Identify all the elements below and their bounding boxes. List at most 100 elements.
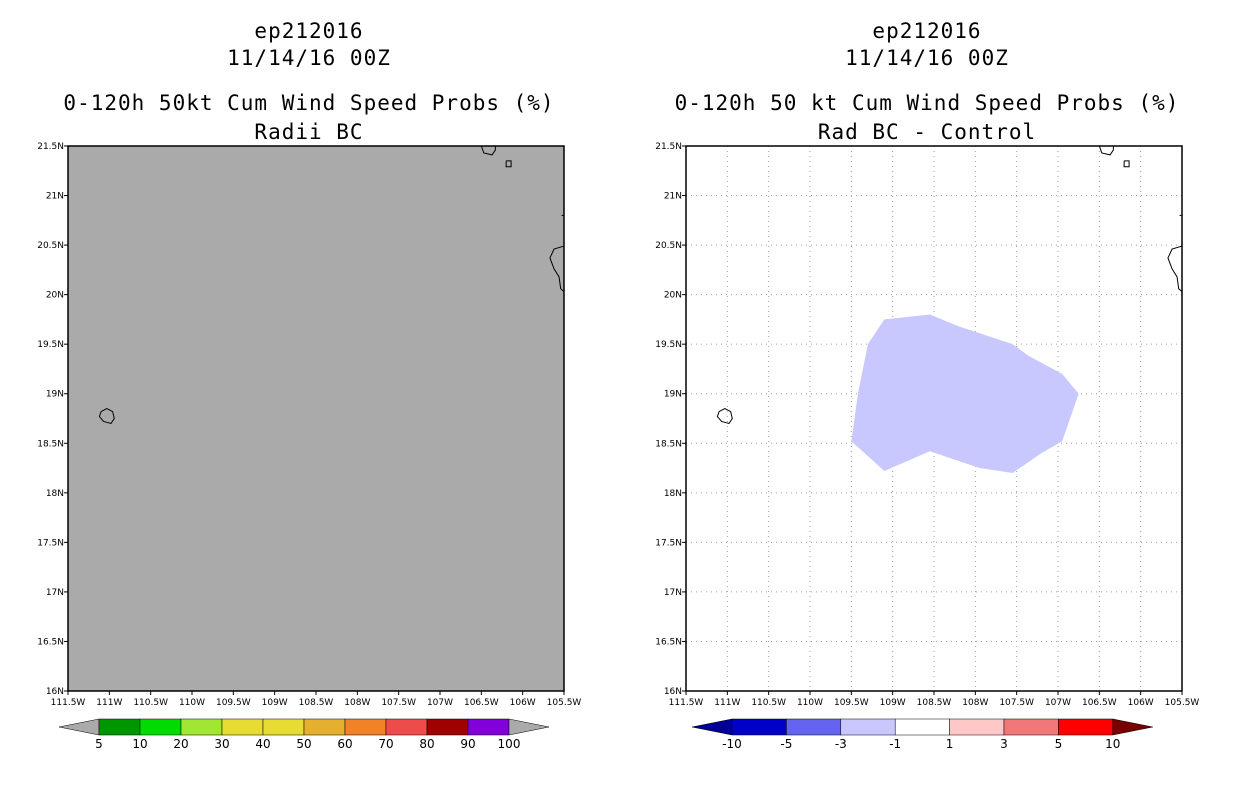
colorbar-segment: [731, 718, 787, 736]
colorbar-label: 10: [1105, 737, 1120, 751]
panel-subtitle: Radii BC: [254, 120, 364, 144]
y-tick-label: 18.5N: [655, 439, 682, 449]
colorbar-over-arrow: [1112, 718, 1153, 736]
y-tick-label: 20.5N: [655, 241, 682, 251]
storm-id: ep212016: [254, 19, 364, 43]
colorbar-segment: [426, 718, 469, 736]
y-tick-label: 19N: [46, 390, 64, 400]
y-tick-label: 19.5N: [655, 340, 682, 350]
probability-map: 111.5W 111W 110.5W 110W 109.5W 109W 108.5W 108W…: [37, 142, 582, 751]
colorbar-label: -3: [835, 737, 847, 751]
colorbar-segment: [840, 718, 896, 736]
x-tick-label: 111W: [96, 698, 122, 708]
x-tick-label: 108.5W: [299, 698, 334, 708]
y-tick-label: 17.5N: [37, 538, 64, 548]
x-tick-label: 110W: [797, 698, 823, 708]
product-title: 0-120h 50 kt Cum Wind Speed Probs (%): [674, 91, 1180, 115]
x-tick-label: 107.5W: [381, 698, 416, 708]
y-tick-label: 18N: [664, 489, 682, 499]
y-tick-label: 18.5N: [37, 439, 64, 449]
colorbar-label: 100: [498, 737, 521, 751]
y-tick-label: 21N: [664, 192, 682, 202]
x-tick-label: 107.5W: [999, 698, 1034, 708]
x-tick-label: 106W: [510, 698, 536, 708]
left-panel: ep212016 11/14/16 00Z 0-120h 50kt Cum Wi…: [37, 19, 582, 751]
colorbar-label: 50: [296, 737, 311, 751]
colorbar-under-arrow: [691, 718, 733, 736]
colorbar-segment: [262, 718, 305, 736]
x-tick-label: 110.5W: [133, 698, 168, 708]
x-tick-label: 109W: [880, 698, 906, 708]
x-tick-label: 108W: [962, 698, 988, 708]
x-tick-label: 105.5W: [547, 698, 582, 708]
difference-region: [851, 314, 1079, 473]
colorbar-label: 80: [419, 737, 434, 751]
x-tick-label: 110.5W: [751, 698, 786, 708]
y-tick-label: 16N: [664, 687, 682, 697]
x-tick-label: 111.5W: [669, 698, 704, 708]
y-tick-label: 17N: [46, 588, 64, 598]
x-tick-label: 106W: [1128, 698, 1154, 708]
datetime: 11/14/16 00Z: [845, 46, 1009, 70]
datetime: 11/14/16 00Z: [227, 46, 391, 70]
colorbar-segment: [98, 718, 141, 736]
x-tick-label: 111W: [714, 698, 740, 708]
coastline: [1123, 160, 1130, 168]
panel-subtitle: Rad BC - Control: [817, 120, 1037, 144]
colorbar-segment: [786, 718, 842, 736]
colorbar-segment: [139, 718, 182, 736]
colorbar-label: 40: [255, 737, 270, 751]
y-tick-label: 21.5N: [37, 142, 64, 152]
colorbar-label: 1: [946, 737, 954, 751]
map-field: [68, 146, 564, 691]
y-tick-label: 19N: [664, 390, 682, 400]
y-tick-label: 19.5N: [37, 340, 64, 350]
coastline: [549, 245, 565, 293]
storm-id: ep212016: [872, 19, 982, 43]
x-tick-label: 106.5W: [464, 698, 499, 708]
colorbar-over-arrow: [508, 718, 550, 736]
colorbar-label: 90: [460, 737, 475, 751]
y-tick-label: 20.5N: [37, 241, 64, 251]
colorbar-segment: [467, 718, 510, 736]
y-tick-label: 21.5N: [655, 142, 682, 152]
colorbar-segment: [1058, 718, 1114, 736]
colorbar-under-arrow: [58, 718, 100, 736]
x-tick-label: 108.5W: [917, 698, 952, 708]
y-tick-label: 16.5N: [37, 637, 64, 647]
colorbar-label: -1: [889, 737, 901, 751]
x-tick-label: 109.5W: [216, 698, 251, 708]
x-tick-label: 110W: [179, 698, 205, 708]
product-title: 0-120h 50kt Cum Wind Speed Probs (%): [63, 91, 555, 115]
coastline: [1098, 145, 1114, 156]
y-tick-label: 16N: [46, 687, 64, 697]
colorbar-segment: [221, 718, 264, 736]
coastline: [480, 145, 496, 156]
coastline: [1167, 245, 1183, 293]
y-tick-label: 16.5N: [655, 637, 682, 647]
y-tick-label: 20N: [46, 291, 64, 301]
x-tick-label: 111.5W: [51, 698, 86, 708]
x-tick-label: 106.5W: [1082, 698, 1117, 708]
colorbar-label: 20: [173, 737, 188, 751]
colorbar-segment: [180, 718, 223, 736]
colorbar-label: 60: [337, 737, 352, 751]
x-tick-label: 108W: [344, 698, 370, 708]
colorbar-label: 70: [378, 737, 393, 751]
colorbar-label: 3: [1000, 737, 1008, 751]
y-tick-label: 18N: [46, 489, 64, 499]
right-panel: ep212016 11/14/16 00Z 0-120h 50 kt Cum W…: [618, 0, 1236, 800]
colorbar-label: 5: [1055, 737, 1063, 751]
colorbar-label: -10: [722, 737, 742, 751]
y-tick-label: 17N: [664, 588, 682, 598]
y-tick-label: 21N: [46, 192, 64, 202]
x-tick-label: 107W: [427, 698, 453, 708]
colorbar-segment: [1003, 718, 1059, 736]
difference-map: 111.5W 111W 110.5W 110W 109.5W 109W 108.5W 108W…: [655, 142, 1199, 751]
coastline: [505, 160, 512, 168]
colorbar-label: 10: [132, 737, 147, 751]
x-tick-label: 109.5W: [834, 698, 869, 708]
x-tick-label: 109W: [262, 698, 288, 708]
colorbar-label: 30: [214, 737, 229, 751]
colorbar-label: -5: [780, 737, 792, 751]
